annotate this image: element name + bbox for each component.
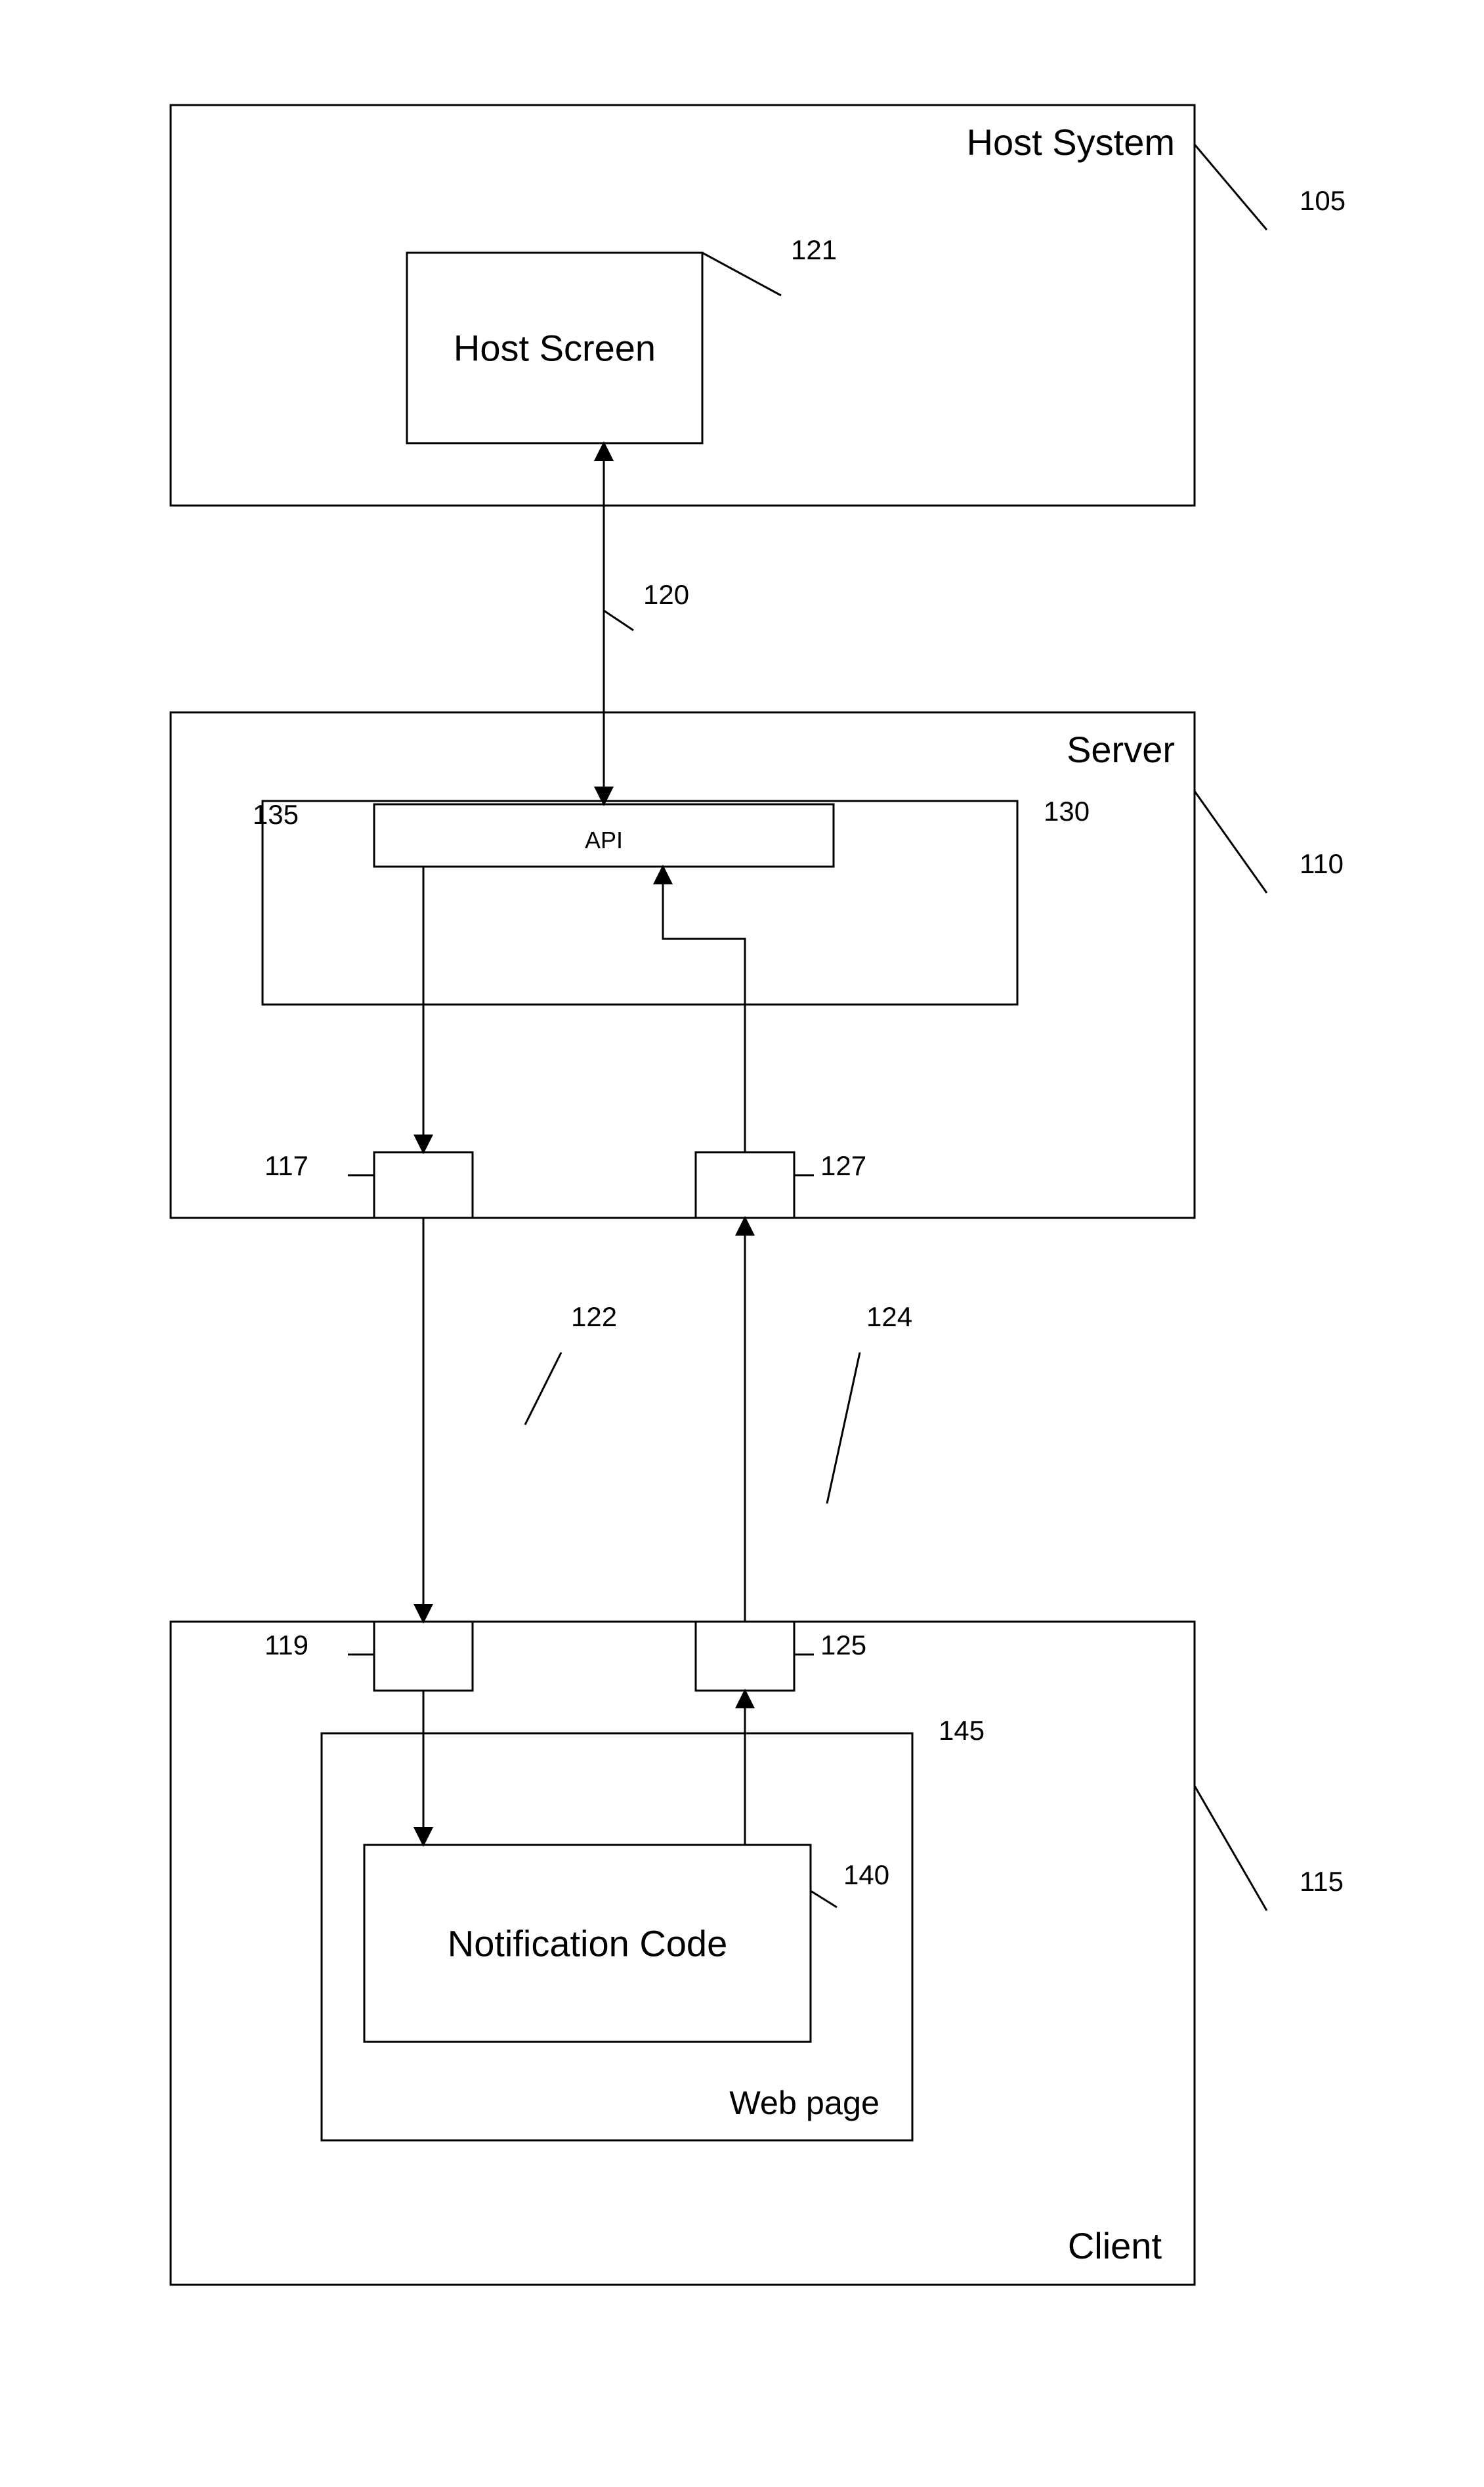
lead-120 bbox=[604, 611, 633, 630]
client-title: Client bbox=[1068, 2225, 1162, 2266]
port119-box bbox=[374, 1622, 473, 1691]
webpage-title: Web page bbox=[729, 2084, 880, 2121]
api-title: API bbox=[585, 827, 623, 854]
port127-box bbox=[696, 1152, 794, 1218]
lead-110 bbox=[1195, 791, 1267, 893]
ref-145: 145 bbox=[939, 1715, 985, 1746]
ref-135: 135 bbox=[253, 799, 299, 830]
host_screen-box: Host Screen bbox=[407, 253, 702, 443]
server-title: Server bbox=[1067, 729, 1175, 770]
lead-115 bbox=[1195, 1786, 1267, 1911]
notif-box: Notification Code bbox=[364, 1845, 811, 2042]
ref-127: 127 bbox=[820, 1150, 866, 1181]
port117-box bbox=[374, 1152, 473, 1218]
api-box: API bbox=[374, 804, 834, 867]
lead-105 bbox=[1195, 144, 1267, 230]
ref-124: 124 bbox=[866, 1301, 912, 1332]
ref-120: 120 bbox=[643, 579, 689, 610]
ref-115: 115 bbox=[1300, 1866, 1344, 1897]
ref-122: 122 bbox=[571, 1301, 617, 1332]
ref-117: 117 bbox=[265, 1150, 308, 1181]
lead-122 bbox=[525, 1352, 561, 1425]
ref-125: 125 bbox=[820, 1630, 866, 1660]
lead-124 bbox=[827, 1352, 860, 1503]
ref-119: 119 bbox=[265, 1630, 308, 1660]
ref-130: 130 bbox=[1044, 796, 1090, 827]
ref-140: 140 bbox=[843, 1859, 889, 1890]
host_system-title: Host System bbox=[967, 121, 1175, 163]
notif-title: Notification Code bbox=[448, 1923, 727, 1964]
port125-box bbox=[696, 1622, 794, 1691]
host_screen-title: Host Screen bbox=[454, 328, 656, 369]
ref-110: 110 bbox=[1300, 848, 1344, 879]
ref-121: 121 bbox=[791, 234, 837, 265]
ref-105: 105 bbox=[1300, 185, 1346, 216]
